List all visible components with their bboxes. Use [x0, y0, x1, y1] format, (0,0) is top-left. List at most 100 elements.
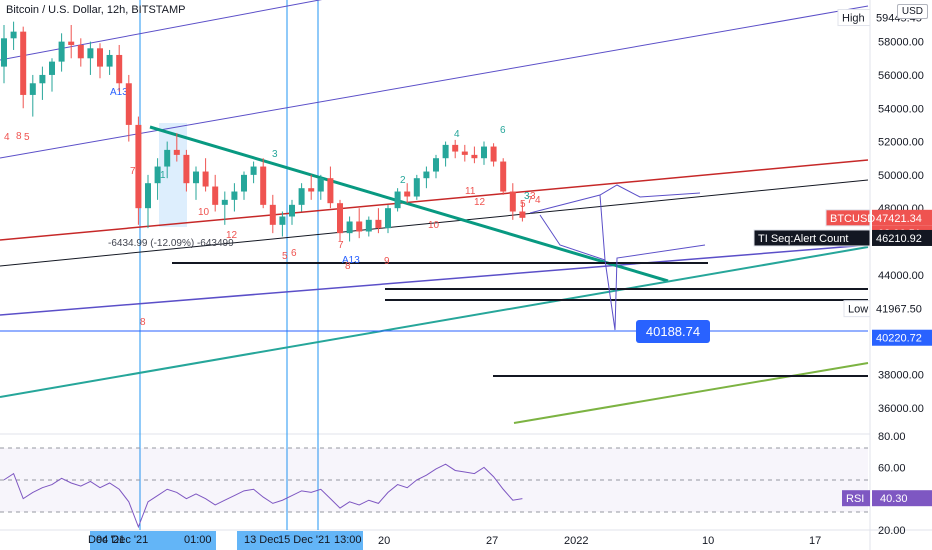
rsi-value-box	[872, 490, 932, 507]
candle-body-28	[269, 204, 276, 225]
crosshair-date-0: Dec '21	[88, 534, 125, 546]
count-label-21: 6	[500, 125, 506, 136]
count-label-4: 12	[474, 197, 486, 208]
count-label-5: 12	[226, 230, 238, 241]
price-label-value-2: 46210.92	[876, 233, 922, 245]
chart-title: Bitcoin / U.S. Dollar, 12h, BITSTAMP	[6, 4, 186, 16]
time-tick-1: 27	[486, 535, 498, 547]
price-label-name-1: BTCUSD	[830, 213, 875, 225]
projection-path-lower	[604, 244, 706, 331]
candle-body-34	[327, 178, 334, 204]
crosshair-date-box-2	[237, 531, 363, 550]
candle-body-36	[346, 221, 353, 234]
candle-body-38	[365, 219, 372, 232]
candle-body-31	[298, 188, 305, 205]
candle-body-24	[231, 191, 238, 200]
candle-body-44	[423, 171, 430, 179]
drawing-overlays: -6434.99 (-12.09%) -643499A13A1310111212…	[0, 0, 869, 530]
rsi-value-label: 40.30	[880, 493, 908, 505]
price-tick-0: 36000.00	[878, 403, 924, 415]
count-label-12: 7	[338, 240, 344, 251]
rsi-pane	[0, 447, 868, 529]
candle-body-52	[500, 161, 507, 192]
price-label-value-1: 47421.34	[876, 213, 922, 225]
rsi-tick-0: 20.00	[878, 525, 906, 537]
price-label-tag-2	[753, 229, 871, 247]
candle-body-13	[125, 83, 132, 125]
count-label-22: 7	[527, 195, 533, 206]
count-label-10: 7	[130, 166, 136, 177]
crosshair-date-4: 15 Dec '21	[278, 534, 330, 546]
candlestick-series	[1, 21, 526, 242]
candle-body-10	[97, 48, 103, 67]
time-tick-0: 20	[378, 535, 390, 547]
candle-body-41	[394, 191, 401, 209]
candle-body-25	[241, 174, 247, 192]
count-label-1: A13	[342, 255, 360, 266]
price-tick-10: 56000.00	[878, 70, 924, 82]
count-label-17: 1	[160, 170, 166, 181]
rsi-line	[3, 463, 523, 529]
count-label-20: 4	[454, 129, 460, 140]
rsi-name-box	[842, 490, 870, 507]
currency-button[interactable]: USD	[896, 4, 928, 19]
candle-body-22	[212, 186, 219, 205]
candle-body-16	[154, 166, 161, 184]
channel-lower-line	[0, 244, 869, 316]
candle-body-18	[173, 149, 180, 155]
candle-body-3	[29, 83, 36, 95]
price-tick-8: 52000.00	[878, 137, 924, 149]
candle-body-27	[260, 166, 267, 205]
candle-body-9	[87, 48, 94, 59]
rsi-tick-2: 60.00	[878, 462, 906, 474]
count-label-19: 3	[272, 149, 278, 160]
candle-body-6	[58, 41, 65, 62]
candle-body-8	[77, 44, 84, 59]
candle-body-29	[279, 216, 286, 225]
candle-body-53	[509, 191, 516, 212]
candle-body-12	[116, 54, 123, 84]
candle-body-14	[135, 124, 142, 209]
price-label-name-2: TI Seq:Alert Count	[758, 233, 849, 245]
candle-body-33	[317, 178, 324, 192]
price-tick-9: 54000.00	[878, 103, 924, 115]
price-tick-1: 38000.00	[878, 370, 924, 382]
candle-body-48	[461, 151, 468, 155]
candle-body-39	[375, 219, 382, 229]
rsi-name-label: RSI	[846, 493, 864, 505]
count-label-25: 3	[530, 191, 536, 202]
candle-body-47	[452, 144, 459, 152]
price-label-name-3: Low	[848, 304, 868, 316]
time-tick-4: 17	[809, 535, 821, 547]
measure-label: -6434.99 (-12.09%) -643499	[108, 238, 234, 249]
price-tick-11: 58000.00	[878, 37, 924, 49]
candle-body-49	[471, 154, 478, 159]
crosshair-date-1: 04 Dec '21	[96, 534, 148, 546]
channel-middle-line	[0, 5, 869, 159]
crosshair-date-5: 13:00	[334, 534, 362, 546]
price-tick-7: 50000.00	[878, 170, 924, 182]
candle-body-45	[433, 158, 439, 172]
price-tick-4: 44000.00	[878, 270, 924, 282]
red-trend-line	[0, 159, 869, 241]
green-descending-trendline	[149, 125, 669, 283]
count-label-15: 4	[4, 132, 10, 143]
channel-upper-line	[0, 0, 323, 61]
candle-body-7	[68, 41, 75, 45]
candle-body-43	[413, 178, 420, 197]
count-label-3: 11	[465, 186, 476, 197]
rsi-tick-3: 80.00	[878, 431, 906, 443]
count-label-7: 8	[140, 317, 146, 328]
projection-path-upper	[529, 184, 701, 214]
candle-body-42	[404, 191, 411, 197]
price-label-box-4	[872, 329, 932, 346]
price-axis: 36000.0038000.0040000.0042000.0044000.00…	[753, 9, 932, 537]
date-range-highlight	[159, 123, 187, 227]
count-label-6: 10	[428, 220, 440, 231]
candle-body-21	[202, 171, 209, 187]
lime-support-line	[513, 362, 869, 424]
